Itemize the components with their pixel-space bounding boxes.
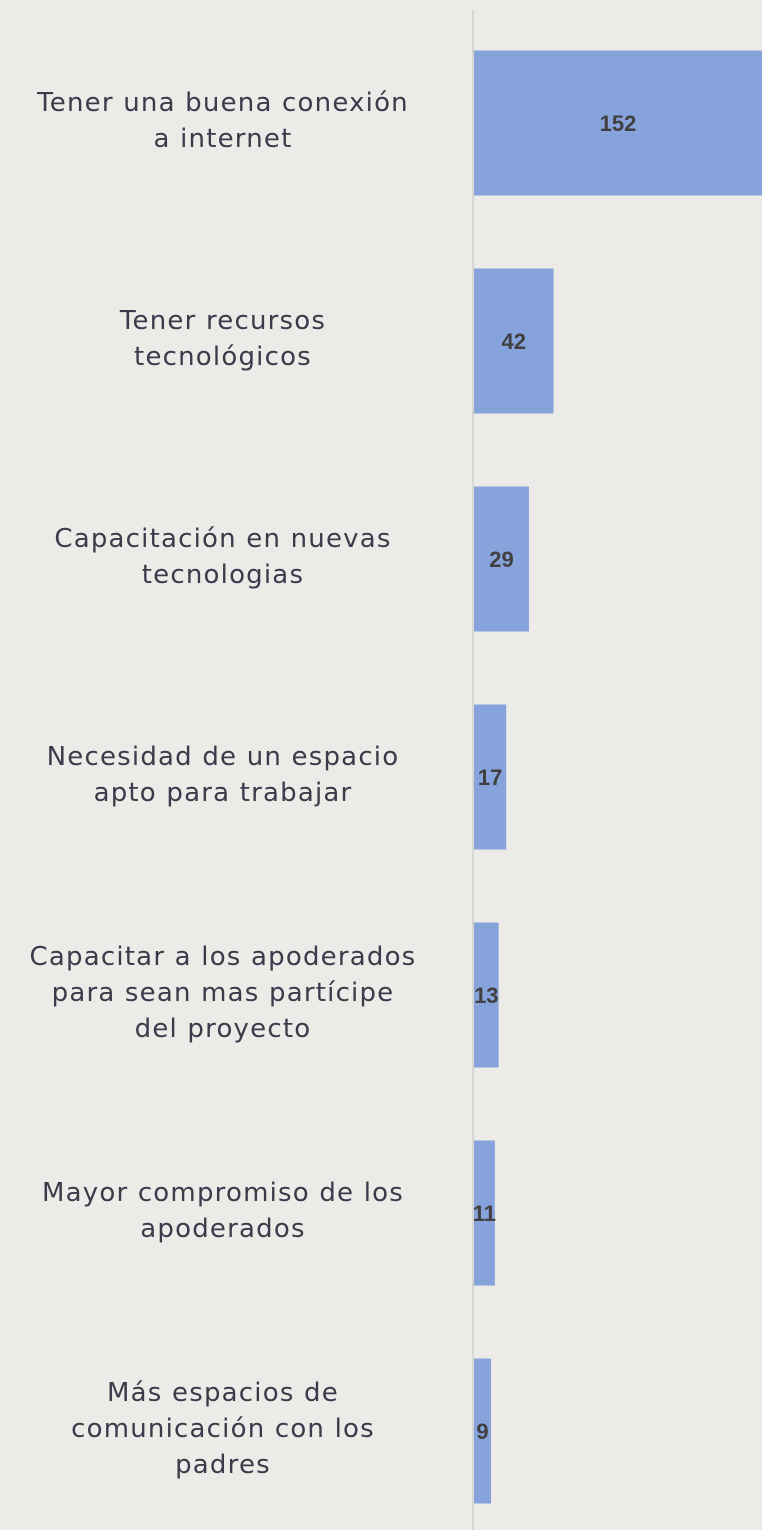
bar bbox=[474, 268, 554, 414]
bar bbox=[474, 50, 762, 196]
value-label: 11 bbox=[473, 1201, 496, 1226]
category-label: Tener una buena conexión a internet bbox=[37, 88, 409, 154]
bar bbox=[474, 1358, 492, 1504]
category-label: Mayor compromiso de los apoderados bbox=[42, 1178, 404, 1244]
bar bbox=[474, 704, 507, 850]
category-label: Capacitación en nuevas tecnologias bbox=[54, 524, 392, 590]
value-label: 17 bbox=[478, 765, 502, 790]
category-label: Necesidad de un espacio apto para trabaj… bbox=[46, 742, 400, 808]
value-label: 29 bbox=[489, 547, 513, 572]
bar bbox=[474, 1140, 495, 1286]
category-label: Más espacios de comunicación con los pad… bbox=[71, 1378, 375, 1480]
category-label: Capacitar a los apoderados para sean mas… bbox=[29, 942, 417, 1044]
bar bbox=[474, 922, 499, 1068]
value-label: 152 bbox=[600, 111, 637, 136]
value-label: 42 bbox=[502, 329, 526, 354]
value-label: 13 bbox=[474, 983, 498, 1008]
bar bbox=[474, 486, 529, 632]
value-label: 9 bbox=[476, 1419, 488, 1444]
category-label: Tener recursos tecnológicos bbox=[119, 306, 327, 372]
